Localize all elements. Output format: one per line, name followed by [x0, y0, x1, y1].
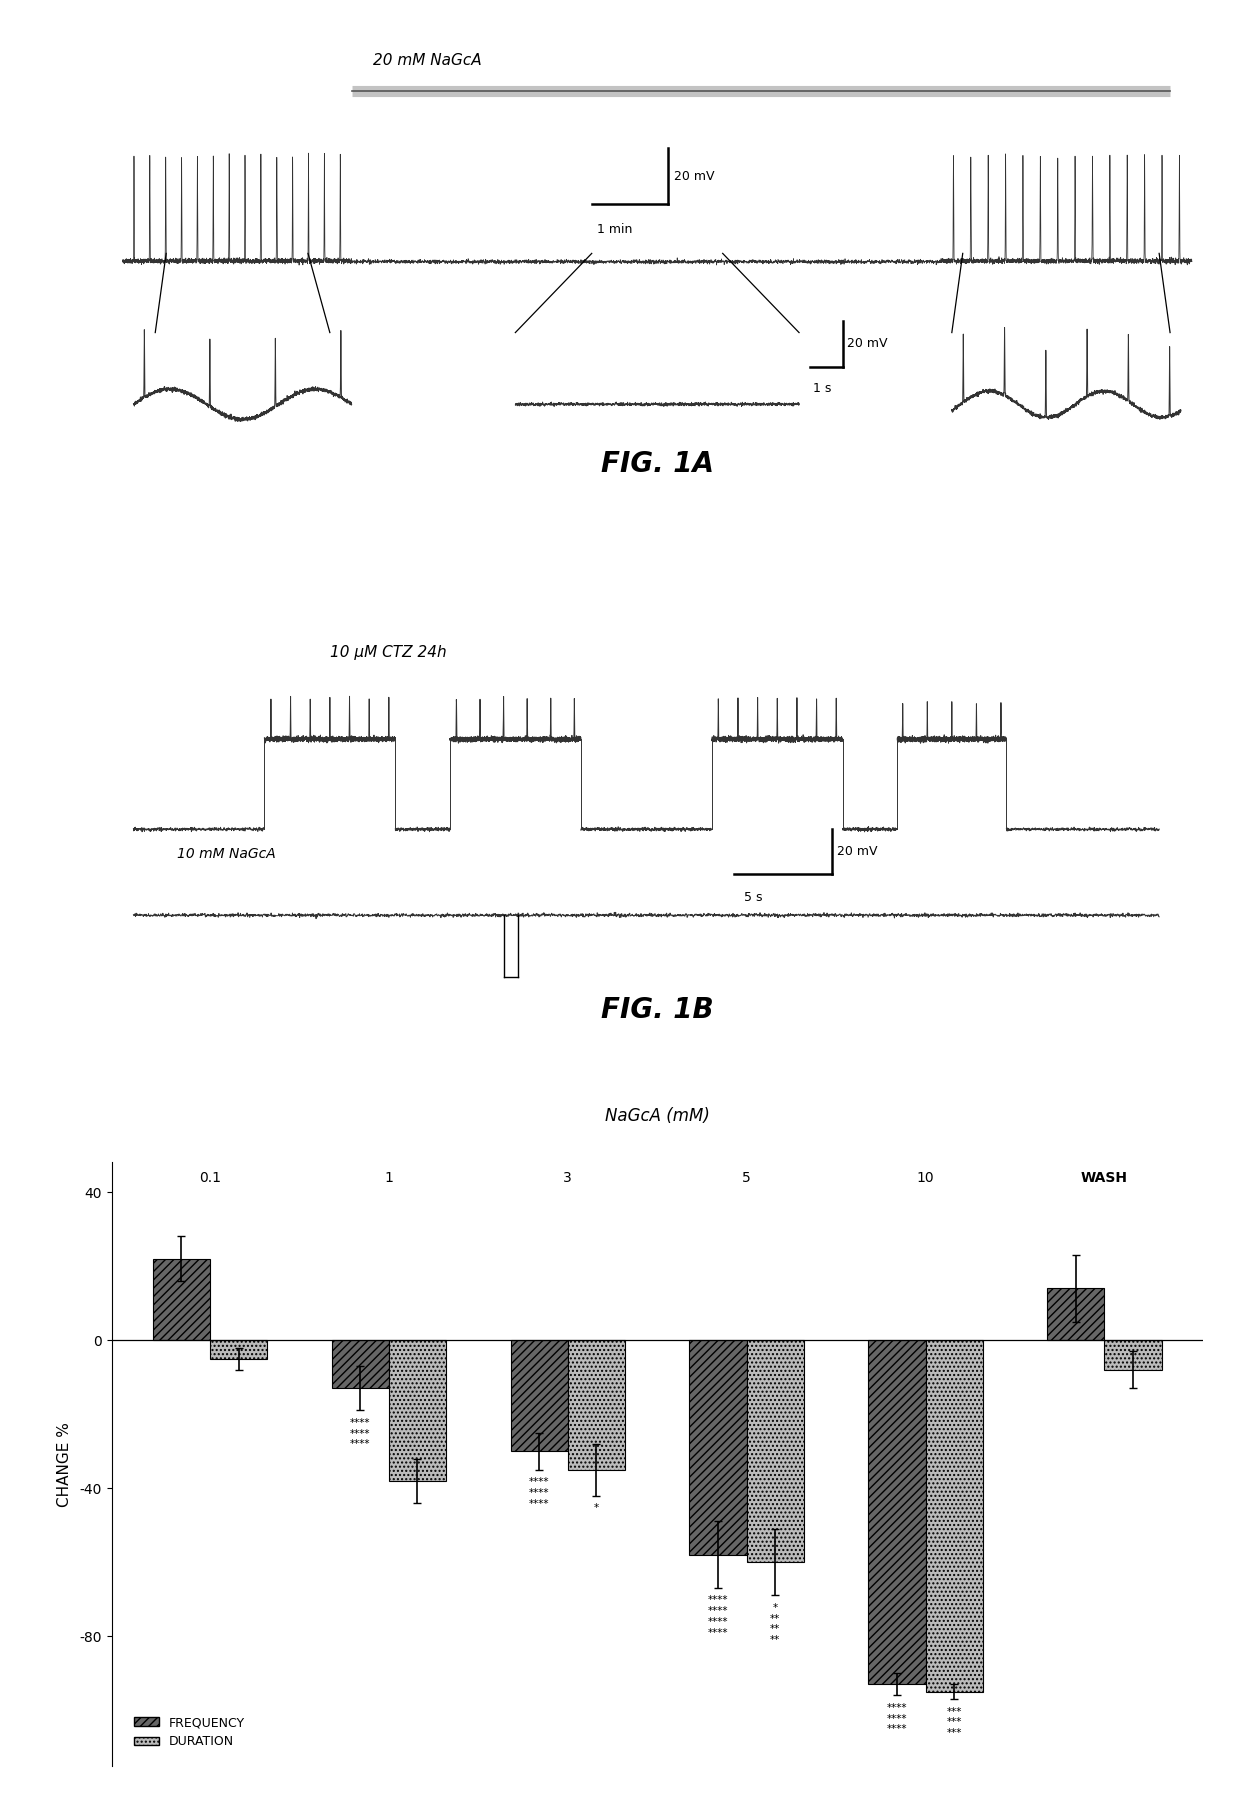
Legend: FREQUENCY, DURATION: FREQUENCY, DURATION [129, 1711, 250, 1753]
Text: 1: 1 [384, 1170, 393, 1184]
Bar [511, 1340, 568, 1451]
Text: ****
****
****: **** **** **** [887, 1702, 908, 1735]
Text: 10 μM CTZ 24h: 10 μM CTZ 24h [330, 645, 446, 661]
Y-axis label: CHANGE %: CHANGE % [57, 1422, 72, 1507]
Text: 5 s: 5 s [744, 891, 763, 904]
Text: 3: 3 [563, 1170, 572, 1184]
Text: ***
***
***: *** *** *** [946, 1706, 962, 1739]
Bar [568, 1340, 625, 1471]
Text: 20 mV: 20 mV [847, 337, 888, 350]
Text: 20 mV: 20 mV [837, 846, 878, 858]
Text: 1 min: 1 min [598, 223, 632, 235]
Title: NaGcA (mM): NaGcA (mM) [605, 1107, 709, 1125]
Bar [925, 1340, 983, 1691]
Bar [210, 1340, 268, 1358]
Text: 10: 10 [916, 1170, 935, 1184]
Bar [389, 1340, 446, 1481]
Text: 5: 5 [743, 1170, 751, 1184]
Text: WASH: WASH [1081, 1170, 1128, 1184]
Text: ****
****
****: **** **** **** [350, 1418, 371, 1449]
Text: ****
****
****
****: **** **** **** **** [708, 1595, 728, 1637]
Bar [868, 1340, 925, 1684]
Bar [153, 1259, 210, 1340]
Text: ****
****
****: **** **** **** [529, 1478, 549, 1509]
Text: FIG. 1A: FIG. 1A [600, 451, 714, 478]
Text: FIG. 1B: FIG. 1B [601, 996, 713, 1023]
Text: 10 mM NaGcA: 10 mM NaGcA [177, 848, 275, 860]
Text: *: * [594, 1503, 599, 1512]
Text: *
**
**
**: * ** ** ** [770, 1603, 780, 1644]
Bar [1105, 1340, 1162, 1369]
Bar [331, 1340, 389, 1389]
Text: 0.1: 0.1 [198, 1170, 221, 1184]
Text: 20 mM NaGcA: 20 mM NaGcA [373, 53, 482, 67]
Text: 1 s: 1 s [813, 382, 832, 395]
Bar [689, 1340, 746, 1556]
Bar [746, 1340, 804, 1563]
Text: 20 mV: 20 mV [673, 170, 714, 183]
Bar [1047, 1288, 1105, 1340]
